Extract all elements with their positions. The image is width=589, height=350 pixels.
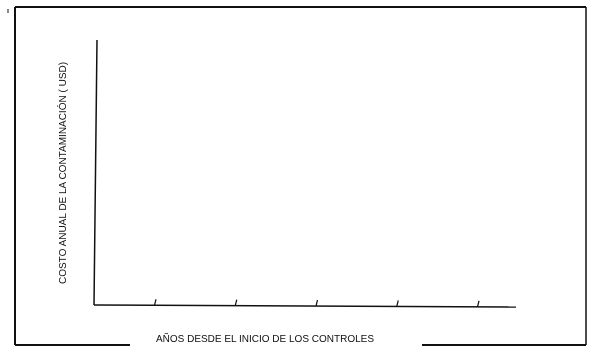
chart-frame — [7, 6, 587, 346]
x-tick — [234, 299, 238, 306]
axes — [93, 39, 517, 308]
y-axis-title: COSTO ANUAL DE LA CONTAMINACIÓN ( USD) — [56, 62, 69, 284]
x-tick — [476, 300, 480, 307]
x-ticks — [153, 299, 480, 307]
x-tick — [396, 300, 399, 307]
x-axis — [93, 304, 517, 308]
y-axis — [93, 39, 98, 306]
x-tick — [153, 299, 157, 306]
x-axis-title: AÑOS DESDE EL INICIO DE LOS CONTROLES — [156, 332, 374, 345]
x-tick — [315, 299, 319, 307]
